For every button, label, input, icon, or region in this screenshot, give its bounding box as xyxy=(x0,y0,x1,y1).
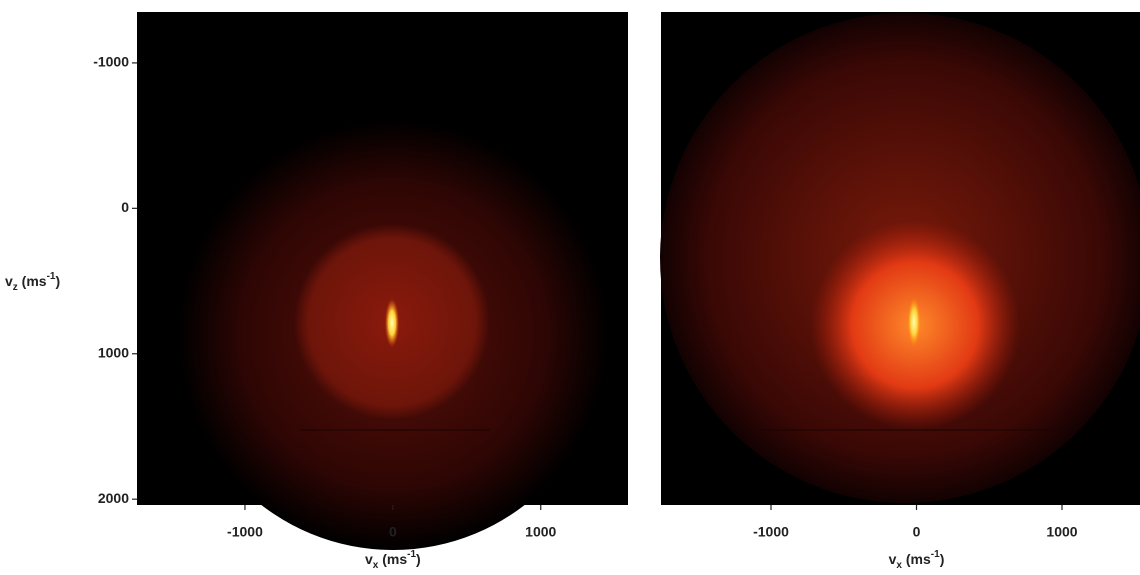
axis-label-part: v xyxy=(889,551,897,567)
axis-label-part: v xyxy=(365,551,373,567)
axis-label-part: (ms xyxy=(378,551,407,567)
x-tick-label: 1000 xyxy=(1046,524,1077,540)
x-tick-label: 0 xyxy=(913,524,921,540)
axis-label-part: -1 xyxy=(407,549,416,560)
axis-label-part: ) xyxy=(416,551,421,567)
axis-label-part: (ms xyxy=(902,551,931,567)
y-tick-label: 1000 xyxy=(98,344,129,360)
y-tick-label: 2000 xyxy=(98,490,129,506)
axis-label-part: (ms xyxy=(18,273,47,289)
x-tick-label: -1000 xyxy=(753,524,789,540)
y-tick-label: 0 xyxy=(121,199,129,215)
axis-label: vx (ms-1) xyxy=(365,549,421,571)
axis-label-part: ) xyxy=(56,273,61,289)
axis-label-part: -1 xyxy=(931,549,940,560)
axis-label-part: x xyxy=(896,560,902,571)
axis-label-part: x xyxy=(373,560,379,571)
axis-label-part: ) xyxy=(940,551,945,567)
right-image xyxy=(660,12,1140,505)
left-image xyxy=(137,12,628,550)
axis-label: vz (ms-1) xyxy=(5,271,60,293)
x-tick-label: 0 xyxy=(389,524,397,540)
axis-label: vx (ms-1) xyxy=(889,549,945,571)
axis-label-part: z xyxy=(13,282,18,293)
y-tick-label: -1000 xyxy=(93,54,129,70)
x-tick-label: 1000 xyxy=(525,524,556,540)
axis-label-part: -1 xyxy=(47,271,56,282)
axis-label-part: v xyxy=(5,273,13,289)
x-tick-label: -1000 xyxy=(227,524,263,540)
